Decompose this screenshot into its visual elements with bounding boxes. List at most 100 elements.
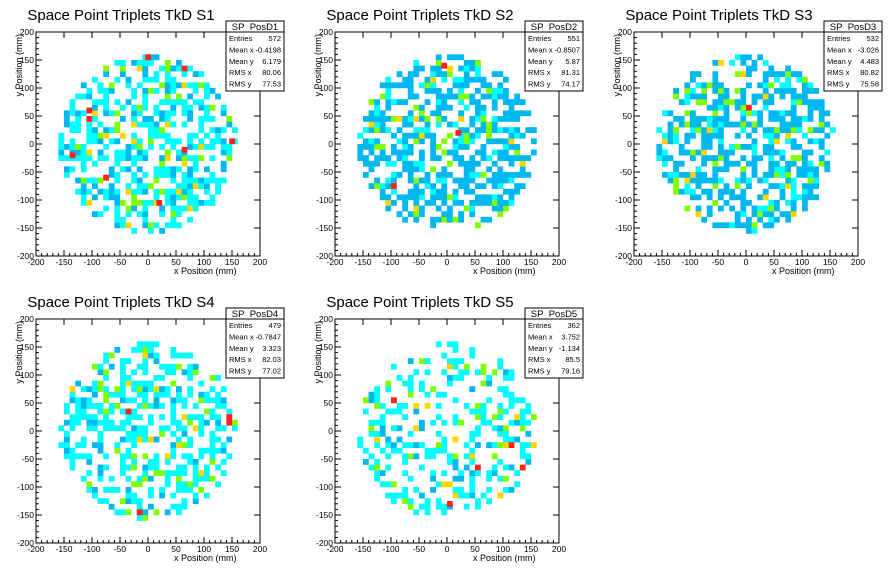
heat-cell (69, 425, 76, 432)
heat-cell (706, 104, 713, 111)
heat-cell (181, 442, 188, 448)
heat-cell (475, 498, 481, 504)
heat-cell (407, 498, 414, 504)
heat-cell (497, 149, 504, 156)
heat-cell (419, 177, 425, 184)
heat-cell (757, 205, 763, 212)
heat-cell (774, 200, 780, 206)
heat-cell (136, 403, 143, 409)
heat-cell (402, 380, 408, 387)
heat-cell (757, 211, 763, 217)
heat-cell (695, 183, 702, 189)
heat-cell (379, 481, 386, 488)
heat-cell (181, 503, 188, 510)
stats-label: Mean y (229, 344, 254, 353)
heat-cell (712, 88, 719, 94)
heat-cell (790, 116, 797, 122)
heat-cell (131, 60, 137, 66)
heat-cell (357, 132, 364, 139)
heat-cell (142, 155, 149, 161)
y-tick-label: 50 (324, 111, 334, 121)
heat-cell (475, 88, 481, 94)
heat-cell (114, 188, 121, 195)
x-tick-label: 100 (197, 544, 211, 554)
heat-cell (181, 177, 188, 184)
heat-cell (729, 144, 735, 150)
heat-cell (690, 93, 696, 100)
heat-cell (413, 132, 420, 139)
heat-cell (153, 76, 160, 83)
heat-cell (148, 228, 154, 234)
heat-cell (125, 149, 132, 156)
stats-label: RMS y (229, 367, 252, 376)
heat-cell (729, 188, 735, 195)
heat-cell (678, 116, 685, 122)
heat-cell (519, 442, 526, 448)
heat-cell (762, 132, 769, 139)
heat-cell (768, 144, 775, 150)
heat-cell (508, 464, 515, 471)
heat-cell (159, 492, 165, 499)
heat-cell (368, 431, 375, 437)
heat-cell (740, 177, 747, 184)
heat-cell (712, 104, 719, 111)
heat-cell-max (441, 62, 448, 69)
heat-cell (103, 132, 109, 139)
heat-cell (740, 166, 747, 173)
heat-cell (475, 431, 481, 437)
stats-value: 82.03 (262, 355, 281, 364)
heat-cell (701, 116, 707, 122)
heat-cell (729, 205, 735, 212)
heat-cell (447, 205, 453, 212)
heat-cell (220, 110, 227, 117)
heat-cell (785, 200, 791, 206)
heat-cell (419, 194, 425, 201)
heat-cell (142, 76, 149, 83)
heat-cell (667, 110, 674, 117)
heat-cell (768, 166, 775, 173)
heat-cell (435, 93, 442, 100)
heat-cell (69, 110, 76, 117)
heat-cell (187, 459, 193, 465)
heat-cell (768, 65, 775, 72)
chart-panel-4: Space Point Triplets TkD S4 -200 -150 -100-… (0, 287, 298, 574)
heat-cell (385, 104, 392, 111)
heat-cell (807, 99, 814, 105)
heat-cell (363, 127, 369, 133)
heat-cell (187, 144, 193, 150)
heat-cell (120, 200, 126, 206)
heat-cell (441, 447, 448, 454)
heat-cell (475, 200, 481, 206)
heat-cell (441, 436, 448, 443)
heat-cell (176, 352, 182, 359)
heat-cell (125, 487, 132, 493)
heat-cell (181, 188, 188, 195)
heat-cell (379, 127, 386, 133)
heat-cell (435, 65, 442, 72)
heat-cell (497, 155, 504, 161)
heat-cell (215, 436, 221, 443)
heat-cell (192, 132, 199, 139)
heat-cell (176, 183, 182, 189)
heat-cell (491, 116, 498, 122)
heat-cell (441, 442, 448, 448)
heat-cell (413, 177, 420, 184)
heat-cell (148, 341, 154, 348)
heat-cell (170, 144, 177, 150)
heat-cell (114, 447, 121, 454)
heat-cell (103, 194, 109, 201)
heat-cell (768, 200, 775, 206)
heat-cell (385, 386, 392, 392)
heat-cell (407, 453, 414, 460)
heat-cell (97, 138, 104, 145)
heat-cell (807, 104, 814, 111)
heat-cell (215, 464, 221, 471)
heat-cell (419, 104, 425, 111)
heat-cell (204, 200, 210, 206)
heat-cell (684, 177, 691, 184)
heat-cell (204, 110, 210, 117)
x-tick-label: -150 (653, 257, 670, 267)
heat-cell (503, 386, 509, 392)
heat-cell (519, 408, 526, 415)
